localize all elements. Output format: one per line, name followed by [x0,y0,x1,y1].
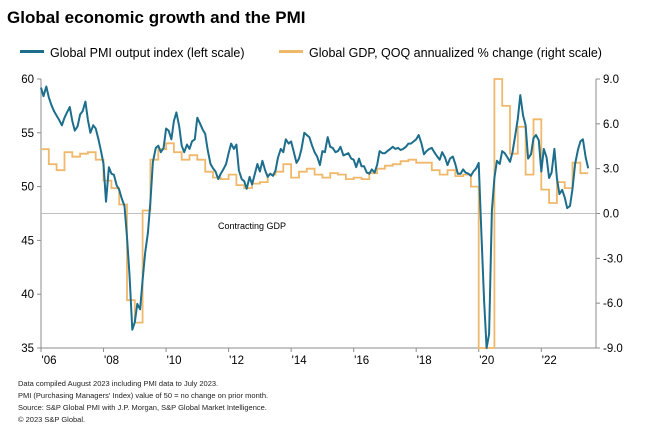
right-tick-label: -9.0 [603,343,623,355]
left-tick-label: 60 [21,74,34,86]
left-tick-label: 40 [21,289,34,301]
series-layer [40,78,590,349]
footnote-line: Source: S&P Global PMI with J.P. Morgan,… [18,403,267,412]
x-tick-label: '06 [42,355,57,367]
x-tick-label: '20 [479,355,494,367]
left-tick-label: 35 [21,343,34,355]
left-tick-label: 50 [21,182,34,194]
chart-title: Global economic growth and the PMI [7,8,306,27]
left-tick-label: 55 [21,128,34,140]
x-tick-label: '16 [354,355,369,367]
gdp-series-line [41,78,589,349]
legend-swatch-pmi [20,50,44,54]
legend-item-pmi: Global PMI output index (left scale) [20,46,245,64]
legend-label-pmi: Global PMI output index (left scale) [50,46,245,60]
right-tick-label: 3.0 [603,164,619,176]
pmi-series-line [40,85,590,349]
x-tick-label: '10 [167,355,182,367]
legend-item-gdp: Global GDP, QOQ annualized % change (rig… [279,46,602,64]
x-tick-label: '22 [542,355,557,367]
right-tick-label: -3.0 [603,253,623,265]
contracting-gdp-annotation: Contracting GDP [218,221,286,231]
footnotes: Data compiled August 2023 including PMI … [18,378,268,426]
x-tick-label: '18 [417,355,432,367]
x-tick-label: '14 [292,355,308,367]
legend-swatch-gdp [279,50,303,54]
x-tick-label: '08 [104,355,119,367]
right-tick-label: -6.0 [603,298,623,310]
right-tick-label: 9.0 [603,74,619,86]
footnote-line: © 2023 S&P Global. [18,415,86,424]
x-tick-label: '12 [229,355,244,367]
axes-layer: 35 40 45 50 55 60 -9.0 -6.0 -3.0 0.0 3.0 6.0 9.0 '06 '… [21,74,623,367]
legend-label-gdp: Global GDP, QOQ annualized % change (rig… [309,46,602,60]
left-tick-label: 45 [21,235,34,247]
footnote-line: PMI (Purchasing Managers' Index) value o… [18,391,269,400]
footnote-line: Data compiled August 2023 including PMI … [18,379,219,388]
right-tick-label: 0.0 [603,209,619,221]
right-tick-label: 6.0 [603,119,619,131]
